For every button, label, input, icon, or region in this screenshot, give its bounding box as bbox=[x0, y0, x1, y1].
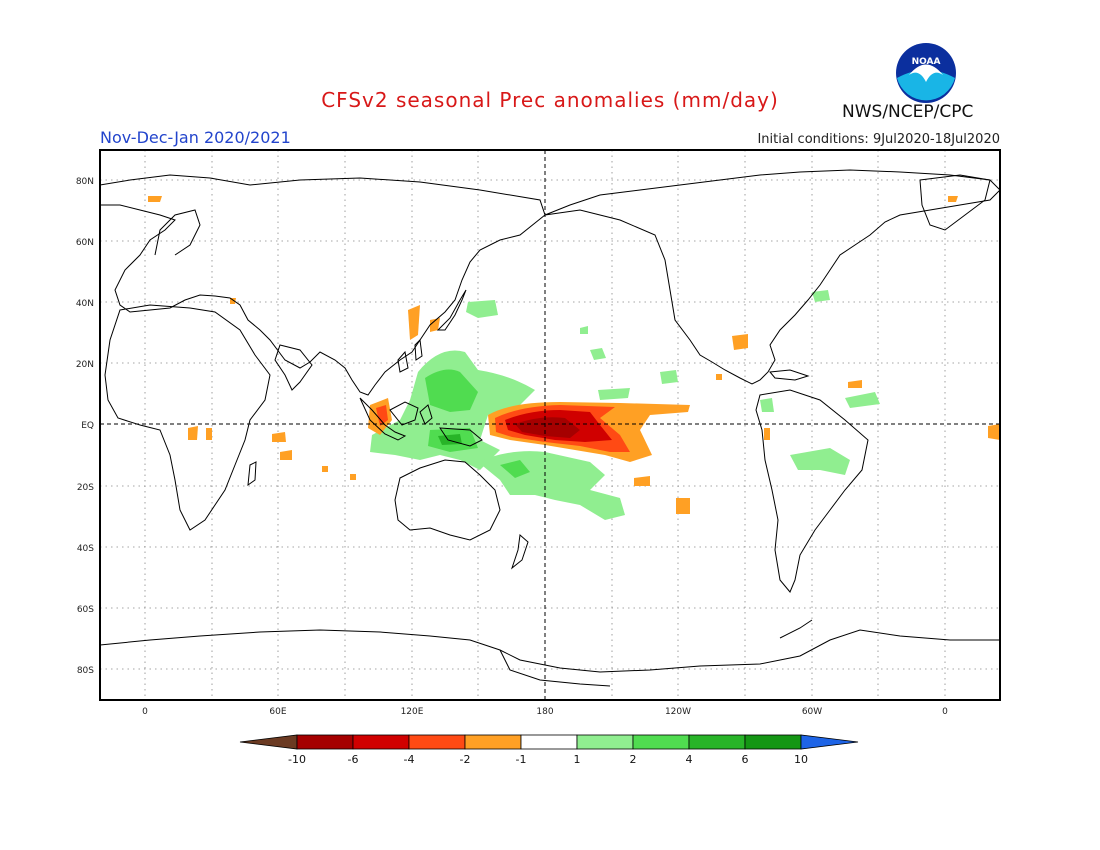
colorbar-label: 10 bbox=[794, 753, 808, 766]
colorbar-label: 1 bbox=[574, 753, 581, 766]
anomaly-shading bbox=[148, 196, 1000, 520]
colorbar-box bbox=[296, 734, 354, 750]
colorbar-label: -1 bbox=[516, 753, 527, 766]
lon-axis-labels: 0 60E 120E 180 120W 60W 0 bbox=[142, 707, 948, 717]
lat-tick: 40S bbox=[77, 544, 94, 554]
colorbar-box bbox=[688, 734, 746, 750]
colorbar-box bbox=[576, 734, 634, 750]
colorbar-label: 2 bbox=[630, 753, 637, 766]
lon-tick: 60W bbox=[802, 707, 822, 717]
colorbar-label: -6 bbox=[348, 753, 359, 766]
lat-tick: 80S bbox=[77, 666, 94, 676]
lat-tick: 80N bbox=[76, 177, 94, 187]
lon-tick: 120E bbox=[401, 707, 424, 717]
colorbar-box bbox=[408, 734, 466, 750]
lat-tick: 40N bbox=[76, 299, 94, 309]
lat-tick: EQ bbox=[81, 421, 94, 431]
map-title: CFSv2 seasonal Prec anomalies (mm/day) bbox=[321, 88, 779, 112]
lon-tick: 0 bbox=[142, 707, 148, 717]
lon-tick: 0 bbox=[942, 707, 948, 717]
colorbar-box bbox=[632, 734, 690, 750]
colorbar-box bbox=[352, 734, 410, 750]
coastlines bbox=[99, 169, 1001, 687]
lat-axis-labels: 80N 60N 40N 20N EQ 20S 40S 60S 80S bbox=[76, 177, 94, 676]
colorbar bbox=[239, 734, 859, 750]
lat-grid bbox=[100, 179, 1000, 670]
lat-tick: 60S bbox=[77, 605, 94, 615]
lat-tick: 20S bbox=[77, 483, 94, 493]
colorbar-box bbox=[464, 734, 522, 750]
colorbar-label: -2 bbox=[460, 753, 471, 766]
lat-tick: 20N bbox=[76, 360, 94, 370]
plot-frame bbox=[99, 149, 1001, 701]
colorbar-labels: -10 -6 -4 -2 -1 1 2 4 6 10 bbox=[288, 753, 808, 766]
colorbar-high-arrow bbox=[800, 734, 859, 750]
colorbar-box bbox=[520, 734, 578, 750]
colorbar-label: -4 bbox=[404, 753, 415, 766]
svg-text:NOAA: NOAA bbox=[912, 57, 941, 67]
lon-tick: 180 bbox=[536, 707, 553, 717]
colorbar-label: 6 bbox=[742, 753, 749, 766]
agency-label: NWS/NCEP/CPC bbox=[842, 102, 974, 122]
initial-conditions: Initial conditions: 9Jul2020-18Jul2020 bbox=[757, 132, 1000, 147]
forecast-period: Nov-Dec-Jan 2020/2021 bbox=[100, 128, 291, 147]
lon-tick: 120W bbox=[665, 707, 691, 717]
lat-tick: 60N bbox=[76, 238, 94, 248]
colorbar-low-arrow bbox=[239, 734, 298, 750]
lon-tick: 60E bbox=[269, 707, 286, 717]
colorbar-label: -10 bbox=[288, 753, 306, 766]
noaa-logo: NOAA bbox=[896, 43, 956, 103]
colorbar-box bbox=[744, 734, 802, 750]
colorbar-label: 4 bbox=[686, 753, 693, 766]
